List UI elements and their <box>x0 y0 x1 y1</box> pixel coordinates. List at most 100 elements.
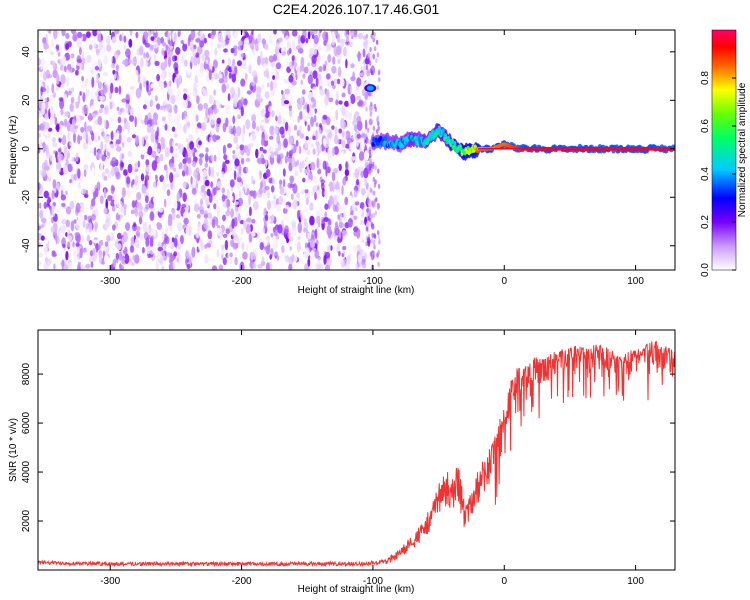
spectrogram-noise-cell <box>291 156 296 168</box>
spectrogram-noise-cell <box>331 125 335 130</box>
spectrogram-noise-cell <box>241 242 245 251</box>
spectrogram-noise-cell <box>285 188 291 195</box>
spectrogram-noise-cell <box>128 228 133 235</box>
spectrogram-noise-cell <box>52 60 56 71</box>
spectrogram-noise-cell <box>146 123 151 134</box>
spectrogram-noise-cell <box>126 136 132 143</box>
spectrogram-noise-cell <box>366 193 370 199</box>
spectrogram-noise-cell <box>351 156 357 161</box>
spectrogram-noise-cell <box>264 133 268 141</box>
spectrogram-noise-cell <box>177 75 182 86</box>
spectrogram-noise-cell <box>230 239 235 248</box>
spectrogram-noise-cell <box>84 106 88 115</box>
spectrogram-noise-cell <box>268 135 274 140</box>
spectrogram-y-tick-label: 0 <box>21 146 32 152</box>
spectrogram-noise-cell <box>38 191 42 197</box>
spectrogram-noise-cell <box>226 83 229 90</box>
spectrogram-noise-cell <box>129 107 134 116</box>
spectrogram-noise-cell <box>85 31 91 38</box>
spectrogram-noise-cell <box>233 32 238 40</box>
spectrogram-noise-cell <box>337 58 341 65</box>
spectrogram-noise-cell <box>123 169 128 176</box>
spectrogram-noise-cell <box>314 192 317 201</box>
spectrogram-noise-cell <box>335 99 339 106</box>
spectrogram-noise-cell <box>248 64 252 74</box>
spectrogram-noise-cell <box>213 73 220 80</box>
spectrogram-noise-cell <box>45 144 50 156</box>
spectrogram-noise-cell <box>301 152 307 161</box>
spectrogram-noise-cell <box>294 170 299 177</box>
spectrogram-noise-cell <box>322 114 328 120</box>
spectrogram-noise-cell <box>69 179 72 184</box>
spectrogram-noise-cell <box>144 195 149 204</box>
spectrogram-noise-cell <box>242 251 248 260</box>
spectrogram-noise-cell <box>323 217 329 222</box>
spectrogram-noise-cell <box>306 156 311 164</box>
spectrogram-noise-cell <box>174 199 178 211</box>
spectrogram-noise-cell <box>191 161 197 168</box>
spectrogram-noise-cell <box>233 45 238 50</box>
spectrogram-noise-cell <box>338 222 344 229</box>
spectrogram-noise-cell <box>273 126 278 136</box>
spectrogram-noise-cell <box>300 215 304 221</box>
spectrogram-noise-cell <box>353 113 357 123</box>
spectrogram-noise-cell <box>284 225 289 235</box>
spectrogram-noise-cell <box>161 265 165 270</box>
spectrogram-noise-cell <box>355 178 360 186</box>
spectrogram-noise-cell <box>311 140 317 145</box>
spectrogram-noise-cell <box>57 51 61 57</box>
spectrogram-noise-cell <box>233 93 239 104</box>
spectrogram-noise-cell <box>121 98 127 103</box>
spectrogram-noise-cell <box>164 236 170 245</box>
spectrogram-noise-cell <box>163 98 168 105</box>
spectrogram-noise-cell <box>229 257 233 265</box>
spectrogram-noise-cell <box>334 30 338 36</box>
spectrogram-noise-cell <box>290 39 297 49</box>
spectrogram-noise-cell <box>299 64 302 73</box>
spectrogram-noise-cell <box>361 179 366 185</box>
spectrogram-noise-cell <box>80 57 86 65</box>
spectrogram-noise-cell <box>333 194 338 206</box>
spectrogram-noise-cell <box>373 182 377 188</box>
snr-x-tick-label: -300 <box>100 576 120 587</box>
spectrogram-noise-cell <box>368 117 372 123</box>
spectrogram-noise-cell <box>167 31 170 41</box>
spectrogram-noise-cell <box>100 104 105 109</box>
spectrogram-noise-cell <box>111 186 116 192</box>
spectrogram-noise-cell <box>85 47 90 55</box>
spectrogram-noise-cell <box>347 218 353 228</box>
spectrogram-noise-cell <box>338 163 342 171</box>
spectrogram-noise-cell <box>246 244 249 251</box>
spectrogram-noise-cell <box>40 224 44 229</box>
spectrogram-noise-cell <box>267 218 272 223</box>
spectrogram-noise-cell <box>180 62 184 72</box>
spectrogram-noise-cell <box>131 200 136 208</box>
spectrogram-noise-cell <box>75 69 79 76</box>
spectrogram-noise-cell <box>165 226 169 235</box>
spectrogram-noise-cell <box>95 243 101 251</box>
spectrogram-noise-cell <box>339 78 345 87</box>
spectrogram-noise-cell <box>246 148 251 157</box>
spectrogram-noise-cell <box>55 184 60 191</box>
spectrogram-noise-cell <box>87 155 90 161</box>
spectrogram-noise-cell <box>99 195 104 205</box>
spectrogram-noise-cell <box>105 222 108 229</box>
spectrogram-noise-cell <box>306 149 311 156</box>
spectrogram-noise-cell <box>81 234 85 243</box>
spectrogram-noise-cell <box>203 213 209 219</box>
spectrogram-noise-cell <box>93 135 99 143</box>
spectrogram-noise-cell <box>319 265 324 270</box>
spectrogram-noise-cell <box>84 205 89 216</box>
spectrogram-noise-cell <box>312 148 316 155</box>
spectrogram-noise-cell <box>134 177 139 186</box>
spectrogram-noise-cell <box>257 264 263 269</box>
spectrogram-noise-cell <box>69 103 74 112</box>
spectrogram-signal-cell <box>453 140 457 147</box>
spectrogram-noise-cell <box>115 139 121 145</box>
spectrogram-noise-cell <box>284 35 290 42</box>
spectrogram-noise-cell <box>373 202 377 208</box>
spectrogram-noise-cell <box>126 176 131 185</box>
spectrogram-noise-cell <box>357 253 363 264</box>
spectrogram-noise-cell <box>86 54 92 63</box>
spectrogram-noise-cell <box>76 58 82 64</box>
